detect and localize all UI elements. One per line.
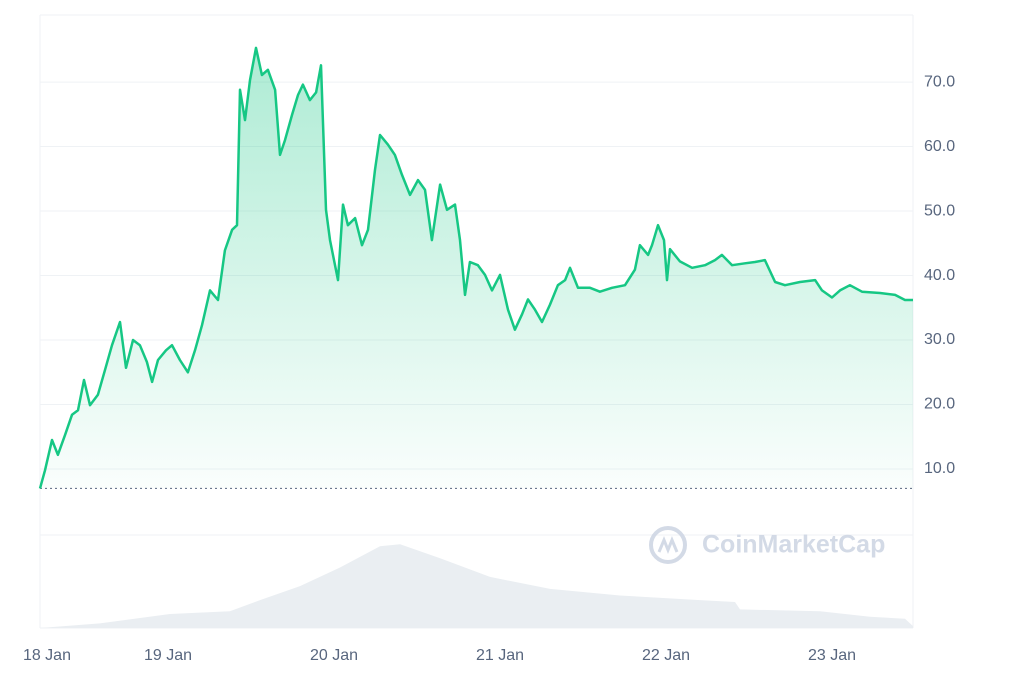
watermark-logo — [649, 526, 687, 564]
watermark-logo-m — [657, 536, 679, 555]
x-tick-label: 22 Jan — [642, 647, 690, 664]
y-tick-label: 60.0 — [924, 138, 955, 155]
y-tick-label: 20.0 — [924, 396, 955, 413]
x-tick-label: 19 Jan — [144, 647, 192, 664]
y-tick-label: 30.0 — [924, 331, 955, 348]
watermark: CoinMarketCap — [649, 526, 885, 564]
price-area — [40, 47, 913, 489]
y-tick-label: 70.0 — [924, 73, 955, 90]
x-tick-label: 23 Jan — [808, 647, 856, 664]
price-line — [38, 46, 913, 489]
x-tick-label: 20 Jan — [310, 647, 358, 664]
watermark-text: CoinMarketCap — [702, 531, 885, 559]
y-tick-label: 40.0 — [924, 267, 955, 284]
volume-area — [40, 544, 913, 628]
y-tick-label: 50.0 — [924, 202, 955, 219]
y-tick-label: 10.0 — [924, 460, 955, 477]
x-tick-label: 21 Jan — [476, 647, 524, 664]
x-tick-label: 18 Jan — [23, 647, 71, 664]
